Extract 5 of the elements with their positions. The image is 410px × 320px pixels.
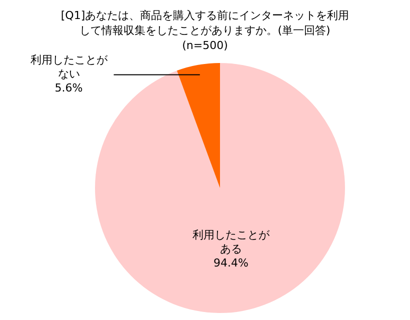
slice-label: 利用したことがある	[192, 228, 270, 256]
chart-title: [Q1]あなたは、商品を購入する前にインターネットを利用して情報収集をしたことがありますか。(単一回答) (n=500)	[60, 8, 350, 53]
slice-label: 利用したことがない	[30, 54, 108, 81]
data-label: 5.6%	[54, 82, 83, 95]
data-label: 94.4%	[213, 256, 248, 270]
